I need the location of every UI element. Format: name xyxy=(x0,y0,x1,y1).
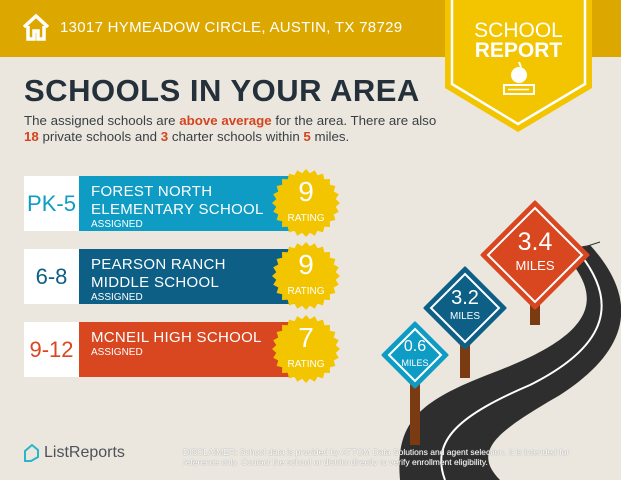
listreports-logo: ListReports xyxy=(22,443,125,463)
sign-distance: 3.2 xyxy=(451,287,479,309)
badge-line-2: REPORT xyxy=(474,39,563,62)
school-name: FOREST NORTH ELEMENTARY SCHOOL xyxy=(91,183,264,218)
logo-icon xyxy=(24,443,39,462)
starburst-shape xyxy=(272,315,340,383)
starburst-shape xyxy=(272,169,340,237)
school-status: ASSIGNED xyxy=(91,292,143,303)
rating-seal: 9 RATING xyxy=(272,169,340,237)
rating-seal: 9 RATING xyxy=(272,242,340,310)
school-report-badge: SCHOOL REPORT xyxy=(445,0,592,132)
sign-unit: MILES xyxy=(515,258,555,273)
sign-distance: 0.6 xyxy=(403,338,427,355)
starburst-shape xyxy=(272,242,340,310)
page-title: SCHOOLS IN YOUR AREA xyxy=(24,73,420,108)
school-row-elementary[interactable]: PK-5 FOREST NORTH ELEMENTARY SCHOOL ASSIG… xyxy=(24,169,344,237)
badge-line-1: SCHOOL xyxy=(474,19,563,42)
school-row-high[interactable]: 9-12 MCNEIL HIGH SCHOOL ASSIGNED 7 RATING xyxy=(24,315,344,383)
disclaimer: DISCLAIMER: School data is provided by A… xyxy=(183,447,570,467)
school-status: ASSIGNED xyxy=(91,219,143,230)
sign-distance: 3.4 xyxy=(517,228,553,256)
grade-range: 6-8 xyxy=(24,249,79,304)
grade-range: 9-12 xyxy=(24,322,79,377)
school-status: ASSIGNED xyxy=(91,347,143,358)
sign-unit: MILES xyxy=(401,358,429,368)
school-name: PEARSON RANCH MIDDLE SCHOOL xyxy=(91,256,226,291)
home-icon xyxy=(22,13,50,41)
distance-sign: 3.2 MILES xyxy=(423,266,507,440)
distance-sign: 3.4 MILES xyxy=(480,200,590,400)
school-row-middle[interactable]: 6-8 PEARSON RANCH MIDDLE SCHOOL ASSIGNED … xyxy=(24,242,344,310)
sign-unit: MILES xyxy=(449,311,480,322)
property-address: 13017 HYMEADOW CIRCLE, AUSTIN, TX 78729 xyxy=(60,19,403,36)
apple-books-icon xyxy=(503,61,535,95)
school-name: MCNEIL HIGH SCHOOL xyxy=(91,329,262,346)
rating-seal: 7 RATING xyxy=(272,315,340,383)
distance-sign: 0.6 MILES xyxy=(381,321,449,479)
intro-text: The assigned schools are above average f… xyxy=(24,113,437,144)
grade-range: PK-5 xyxy=(24,176,79,231)
